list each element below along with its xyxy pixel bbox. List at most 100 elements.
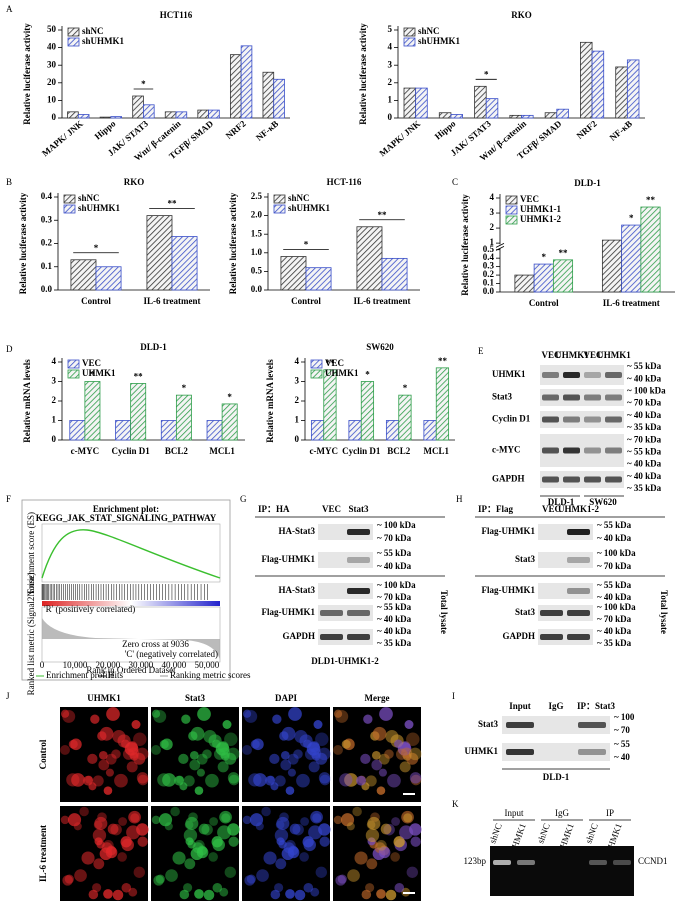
cell bbox=[280, 759, 292, 771]
cell bbox=[399, 761, 411, 773]
blot bbox=[540, 471, 624, 488]
blot-band bbox=[506, 749, 534, 755]
axis-break-mark bbox=[495, 243, 505, 248]
bar bbox=[99, 116, 112, 119]
cell bbox=[93, 858, 105, 870]
cell bbox=[366, 858, 378, 870]
size-label: ~ 70 kDa bbox=[627, 398, 662, 408]
es-curve bbox=[41, 529, 221, 579]
y-axis-label: Relative luciferase activity bbox=[358, 23, 368, 125]
size-label: ~ 55 kDa bbox=[627, 446, 662, 456]
side-label: Total lysate bbox=[659, 590, 669, 634]
gel bbox=[490, 846, 634, 896]
cell bbox=[114, 773, 128, 788]
blot bbox=[318, 524, 373, 540]
cell bbox=[275, 858, 287, 870]
row-label: Stat3 bbox=[515, 607, 535, 617]
bar bbox=[280, 256, 307, 291]
gel-band bbox=[493, 860, 511, 865]
legend-label: VEC bbox=[325, 358, 344, 368]
legend-label: UHMK1 bbox=[82, 368, 116, 378]
bar bbox=[381, 257, 408, 291]
x-tick-label: IL-6 treatment bbox=[143, 296, 200, 306]
panel-letter: G bbox=[240, 494, 247, 504]
cell bbox=[60, 709, 70, 718]
cell bbox=[365, 828, 380, 843]
cell bbox=[107, 823, 119, 835]
bar bbox=[544, 112, 558, 119]
cell bbox=[121, 739, 130, 749]
bar bbox=[615, 66, 628, 119]
size-label: 123bp bbox=[464, 856, 487, 866]
cell bbox=[136, 772, 149, 784]
cell bbox=[376, 889, 386, 899]
blot-band bbox=[567, 588, 590, 594]
cell bbox=[302, 836, 314, 848]
x-tick-label: Cyclin D1 bbox=[112, 446, 151, 456]
y-tick-label: 0 bbox=[52, 434, 57, 444]
cell bbox=[60, 815, 70, 825]
blot-band bbox=[320, 634, 343, 640]
row-label: UHMK1 bbox=[465, 746, 499, 756]
cell bbox=[288, 707, 302, 721]
bar bbox=[115, 420, 132, 441]
bar bbox=[580, 41, 593, 119]
cell bbox=[151, 745, 161, 755]
cell bbox=[120, 836, 132, 848]
blot-band bbox=[567, 610, 590, 616]
cell bbox=[162, 773, 176, 787]
size-label: ~ 70 kDa bbox=[377, 533, 412, 543]
x-tick-label: BCL2 bbox=[387, 446, 411, 456]
chart-title: DLD-1 bbox=[574, 178, 601, 188]
blot bbox=[540, 365, 624, 385]
y-tick-label: 1 bbox=[52, 415, 57, 425]
significance-label: * bbox=[227, 392, 232, 402]
bar bbox=[70, 259, 97, 291]
cell bbox=[300, 817, 309, 826]
cell bbox=[67, 813, 82, 827]
bar bbox=[591, 50, 605, 119]
cell bbox=[153, 875, 164, 886]
size-label: ~ 40 kDa bbox=[627, 459, 662, 469]
y-axis-label: Relative luciferase activity bbox=[460, 194, 470, 296]
cell bbox=[356, 775, 367, 786]
cell bbox=[133, 732, 147, 746]
cell bbox=[256, 869, 269, 882]
bar bbox=[556, 108, 569, 119]
cell bbox=[333, 815, 343, 825]
cell bbox=[303, 883, 314, 893]
size-label: ~ 40 kDa bbox=[377, 626, 412, 636]
legend-swatch bbox=[67, 359, 80, 369]
blot-band bbox=[584, 447, 601, 454]
y-tick-label: 0.0 bbox=[483, 286, 495, 296]
cell bbox=[394, 883, 405, 893]
significance-label: ** bbox=[646, 195, 656, 205]
size-label: ~ 40 kDa bbox=[377, 561, 412, 571]
panel-letter: D bbox=[6, 344, 13, 354]
y-tick-label: 1 bbox=[490, 237, 495, 247]
significance-label: * bbox=[403, 383, 408, 393]
cell bbox=[344, 773, 358, 787]
cell bbox=[274, 883, 284, 893]
cell bbox=[376, 840, 387, 851]
cell bbox=[198, 823, 210, 835]
bar bbox=[143, 104, 155, 119]
cell bbox=[126, 761, 138, 773]
cell bbox=[164, 822, 173, 831]
cell bbox=[384, 749, 394, 759]
legend-swatch bbox=[67, 369, 80, 379]
y-tick-label: 50 bbox=[47, 24, 57, 34]
cell bbox=[272, 714, 282, 724]
legend-label: VEC bbox=[82, 358, 101, 368]
cell bbox=[379, 707, 393, 721]
lane-label: UHMK1 bbox=[597, 350, 631, 360]
cell bbox=[130, 813, 140, 823]
bar bbox=[485, 98, 499, 119]
cell bbox=[371, 759, 383, 771]
blot-band bbox=[542, 447, 559, 454]
cell bbox=[296, 773, 310, 788]
lane-label: VEC bbox=[542, 504, 561, 514]
metric-plot bbox=[41, 606, 221, 663]
gsea-note: 'C' (negatively correlated) bbox=[125, 649, 218, 659]
blot bbox=[538, 583, 593, 599]
